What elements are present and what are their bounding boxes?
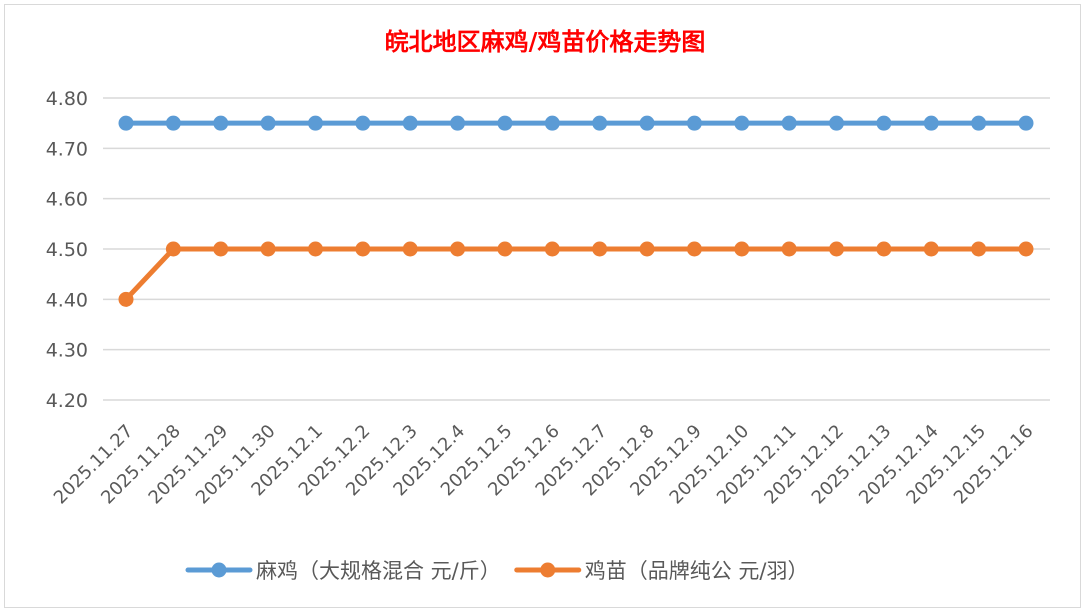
y-tick-label: 4.50 xyxy=(46,239,88,261)
chart-title: 皖北地区麻鸡/鸡苗价格走势图 xyxy=(385,27,706,56)
data-point xyxy=(1018,241,1034,257)
data-point xyxy=(165,241,181,257)
series-line xyxy=(124,246,1026,302)
data-point xyxy=(829,241,845,257)
data-point xyxy=(1018,115,1034,131)
data-point xyxy=(307,241,323,257)
data-point xyxy=(971,115,987,131)
data-point xyxy=(923,115,939,131)
data-point xyxy=(639,115,655,131)
legend-marker-icon xyxy=(211,562,227,578)
series-1 xyxy=(118,241,1034,307)
data-point xyxy=(260,241,276,257)
data-point xyxy=(876,241,892,257)
y-tick-label: 4.30 xyxy=(46,340,88,362)
series-0 xyxy=(118,115,1034,131)
data-point xyxy=(118,291,134,307)
legend-marker-icon xyxy=(540,562,556,578)
y-tick-label: 4.20 xyxy=(46,390,88,412)
data-point xyxy=(260,115,276,131)
legend-label: 麻鸡（大规格混合 元/斤） xyxy=(256,559,501,583)
data-point xyxy=(781,241,797,257)
data-point xyxy=(544,241,560,257)
data-point xyxy=(923,241,939,257)
data-point xyxy=(402,241,418,257)
data-point xyxy=(829,115,845,131)
legend-item: 鸡苗（品牌纯公 元/羽） xyxy=(514,559,809,583)
y-tick-label: 4.70 xyxy=(46,138,88,160)
data-point xyxy=(781,115,797,131)
data-point xyxy=(639,241,655,257)
y-tick-label: 4.80 xyxy=(46,88,88,110)
data-point xyxy=(213,115,229,131)
data-point xyxy=(165,115,181,131)
y-tick-label: 4.40 xyxy=(46,289,88,311)
legend-item: 麻鸡（大规格混合 元/斤） xyxy=(185,559,501,583)
data-point xyxy=(450,241,466,257)
data-point xyxy=(592,115,608,131)
data-point xyxy=(307,115,323,131)
data-point xyxy=(592,241,608,257)
data-point xyxy=(971,241,987,257)
data-point xyxy=(402,115,418,131)
data-point xyxy=(734,241,750,257)
data-point xyxy=(734,115,750,131)
data-point xyxy=(355,241,371,257)
data-point xyxy=(497,115,513,131)
data-point xyxy=(544,115,560,131)
data-point xyxy=(876,115,892,131)
y-tick-label: 4.60 xyxy=(46,189,88,211)
data-point xyxy=(213,241,229,257)
data-point xyxy=(355,115,371,131)
chart-frame xyxy=(4,4,1081,608)
data-point xyxy=(686,241,702,257)
data-point xyxy=(497,241,513,257)
data-point xyxy=(450,115,466,131)
data-point xyxy=(686,115,702,131)
legend-label: 鸡苗（品牌纯公 元/羽） xyxy=(585,559,809,583)
data-point xyxy=(118,115,134,131)
